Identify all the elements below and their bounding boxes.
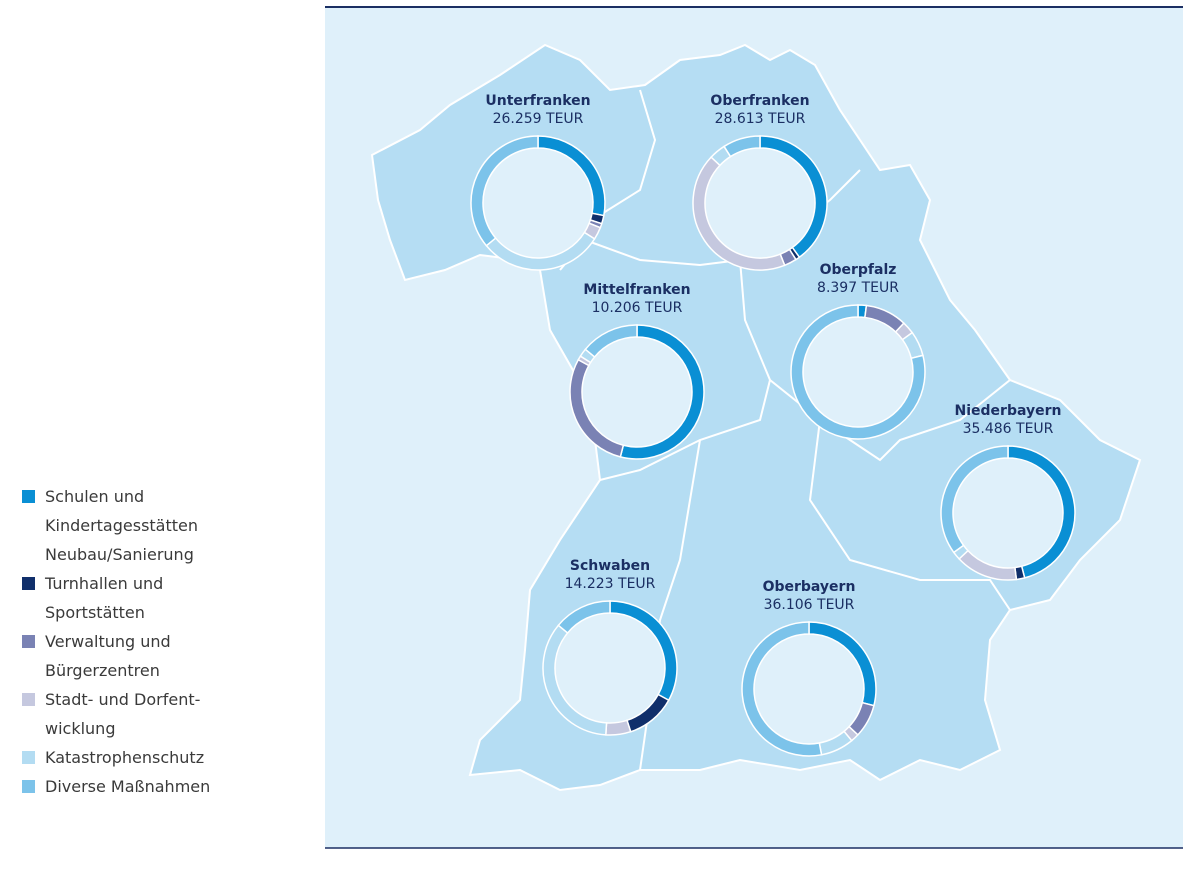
legend-item: Schulen und Kindertagesstätten Neubau/Sa… [22, 482, 262, 569]
region-name: Niederbayern [955, 403, 1062, 419]
donut-segment [741, 621, 823, 757]
legend-label: Diverse Maßnahmen [45, 777, 211, 796]
region-total: 14.223 TEUR [565, 576, 656, 592]
legend-item: Katastrophenschutz [22, 743, 262, 772]
donut-hole [483, 148, 593, 258]
donut-hole [705, 148, 815, 258]
region-name: Mittelfranken [583, 282, 690, 298]
region-total: 8.397 TEUR [817, 280, 899, 296]
donut-hole [555, 613, 665, 723]
border [599, 259, 772, 481]
donut-segment [584, 324, 638, 358]
donut [569, 324, 705, 460]
donut-hole [754, 634, 864, 744]
legend-swatch [22, 490, 35, 503]
donut [470, 135, 606, 271]
region-name: Oberbayern [763, 579, 856, 595]
region-total: 36.106 TEUR [764, 597, 855, 613]
donut-segment [790, 304, 926, 440]
donut-segment [940, 445, 1009, 554]
donut-segment [604, 719, 632, 736]
donut [542, 600, 678, 736]
legend-swatch [22, 780, 35, 793]
border [808, 419, 1011, 611]
donut-segment [723, 135, 761, 158]
region-name: Oberpfalz [820, 262, 897, 278]
legend-item: Stadt- und Dorfent­wicklung [22, 685, 262, 743]
donut-segment [557, 600, 611, 634]
legend-item: Verwaltung und Bürgerzentren [22, 627, 262, 685]
legend-swatch [22, 577, 35, 590]
legend-swatch [22, 635, 35, 648]
donut-hole [803, 317, 913, 427]
donut-segment [470, 135, 539, 247]
legend-item: Turnhallen und Sportstätten [22, 569, 262, 627]
legend-label: Schulen und Kindertagesstätten Neubau/Sa… [45, 487, 199, 564]
region-name: Unterfranken [485, 93, 590, 109]
region-name: Oberfranken [710, 93, 809, 109]
region-total: 35.486 TEUR [963, 421, 1054, 437]
donut-hole [582, 337, 692, 447]
legend-label: Verwaltung und Bürgerzentren [45, 632, 171, 680]
legend-label: Turnhallen und Sportstätten [45, 574, 164, 622]
legend-label: Stadt- und Dorfent­wicklung [45, 690, 201, 738]
donut [940, 445, 1076, 581]
donut [692, 135, 828, 271]
region-total: 26.259 TEUR [493, 111, 584, 127]
donut [790, 304, 926, 440]
legend-swatch [22, 751, 35, 764]
legend-label: Katastrophenschutz [45, 748, 205, 767]
region-total: 10.206 TEUR [592, 300, 683, 316]
legend: Schulen und Kindertagesstätten Neubau/Sa… [22, 482, 262, 801]
legend-item: Diverse Maßnahmen [22, 772, 262, 801]
region-total: 28.613 TEUR [715, 111, 806, 127]
region-name: Schwaben [570, 558, 650, 574]
donut [741, 621, 877, 757]
legend-swatch [22, 693, 35, 706]
donut-hole [953, 458, 1063, 568]
